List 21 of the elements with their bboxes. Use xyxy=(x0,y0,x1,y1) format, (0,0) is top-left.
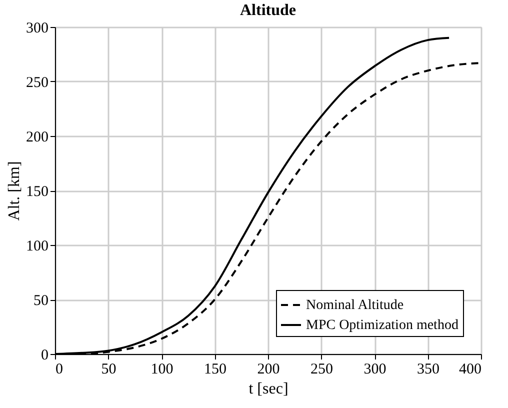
y-tick-label: 200 xyxy=(26,130,48,146)
x-tick-label: 400 xyxy=(459,362,482,378)
y-tick-label: 50 xyxy=(34,293,48,309)
x-tick-label: 0 xyxy=(56,362,63,378)
y-tick-label: 300 xyxy=(26,20,48,36)
chart-title: Altitude xyxy=(240,2,296,19)
legend-label: Nominal Altitude xyxy=(306,298,404,313)
y-tick-label: 250 xyxy=(26,75,48,91)
y-tick-label: 100 xyxy=(26,238,48,254)
x-axis-title: t [sec] xyxy=(248,380,288,398)
y-tick-label: 150 xyxy=(26,184,48,200)
legend-label: MPC Optimization method xyxy=(306,318,458,333)
y-axis-title: Alt. [km] xyxy=(6,161,23,221)
y-tick-label: 0 xyxy=(41,348,48,364)
x-tick-label: 50 xyxy=(101,362,116,378)
x-tick-label: 100 xyxy=(150,362,174,378)
x-tick-label: 250 xyxy=(310,362,333,378)
x-tick-label: 150 xyxy=(204,362,226,378)
x-tick-label: 300 xyxy=(364,362,386,378)
x-tick-label: 200 xyxy=(257,362,280,378)
x-tick-label: 350 xyxy=(417,362,440,378)
